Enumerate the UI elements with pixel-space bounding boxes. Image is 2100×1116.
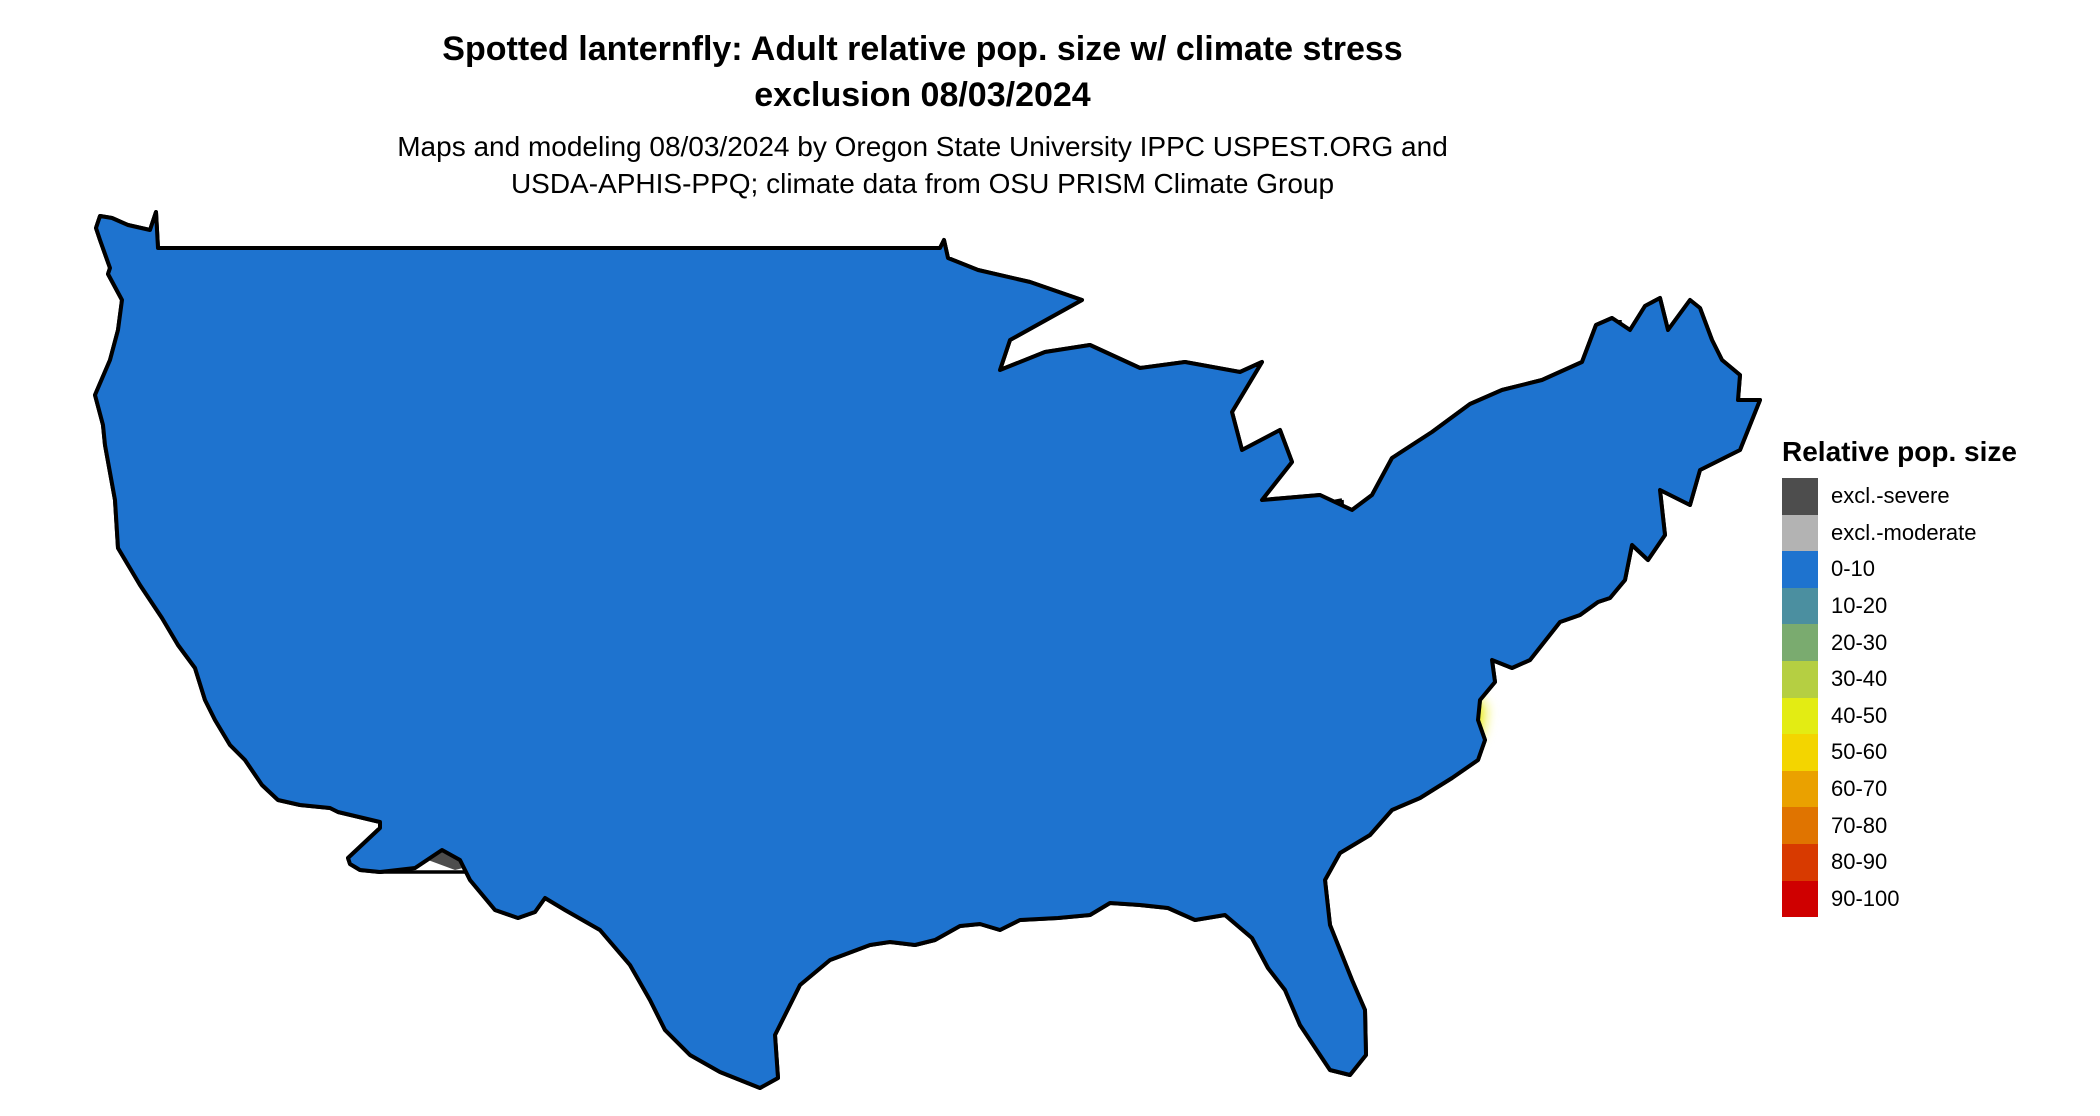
map-title-line-2: exclusion 08/03/2024 <box>754 76 1091 114</box>
legend-swatch <box>1782 660 1818 698</box>
legend-title: Relative pop. size <box>1782 436 2017 467</box>
map-outline-overlay <box>93 210 1762 1090</box>
legend-swatch <box>1782 587 1818 625</box>
legend-label: 40-50 <box>1831 702 1888 728</box>
legend-swatch <box>1782 734 1818 771</box>
legend-label: excl.-severe <box>1831 483 1950 509</box>
legend-swatch <box>1782 880 1818 918</box>
map-legend: Relative pop. size excl.-severe excl.-mod… <box>1782 434 2082 918</box>
legend-item: 10-20 <box>1782 587 2082 625</box>
legend-items: excl.-severe excl.-moderate 0-10 10-20 20-30… <box>1782 478 2082 918</box>
legend-item: excl.-severe <box>1782 478 2082 515</box>
legend-label: 60-70 <box>1831 776 1888 802</box>
legend-label: 20-30 <box>1831 629 1888 655</box>
legend-label: excl.-moderate <box>1831 519 1977 545</box>
map-subtitle-line-2: USDA-APHIS-PPQ; climate data from OSU PR… <box>510 168 1335 199</box>
legend-label: 70-80 <box>1831 812 1888 838</box>
legend-label: 30-40 <box>1831 666 1888 692</box>
legend-swatch <box>1782 624 1818 661</box>
legend-swatch <box>1782 514 1818 552</box>
legend-label: 50-60 <box>1831 739 1888 765</box>
legend-item: 0-10 <box>1782 551 2082 588</box>
legend-item: 50-60 <box>1782 734 2082 771</box>
legend-item: 40-50 <box>1782 697 2082 735</box>
legend-swatch <box>1782 807 1818 844</box>
legend-item: 60-70 <box>1782 770 2082 808</box>
legend-label: 0-10 <box>1831 556 1876 582</box>
legend-item: 30-40 <box>1782 660 2082 698</box>
map-subtitle-line-1: Maps and modeling 08/03/2024 by Oregon S… <box>397 131 1448 162</box>
legend-label: 90-100 <box>1831 885 1900 911</box>
legend-item: excl.-moderate <box>1782 514 2082 552</box>
legend-label: 80-90 <box>1831 849 1888 875</box>
legend-label: 10-20 <box>1831 593 1888 619</box>
legend-item: 70-80 <box>1782 807 2082 844</box>
legend-swatch <box>1782 697 1818 735</box>
legend-swatch <box>1782 478 1818 515</box>
legend-swatch <box>1782 770 1818 808</box>
legend-item: 20-30 <box>1782 624 2082 661</box>
legend-item: 80-90 <box>1782 843 2082 881</box>
map-title-line-1: Spotted lanternfly: Adult relative pop. … <box>442 30 1403 68</box>
legend-item: 90-100 <box>1782 880 2082 918</box>
legend-swatch <box>1782 551 1818 588</box>
legend-swatch <box>1782 843 1818 881</box>
